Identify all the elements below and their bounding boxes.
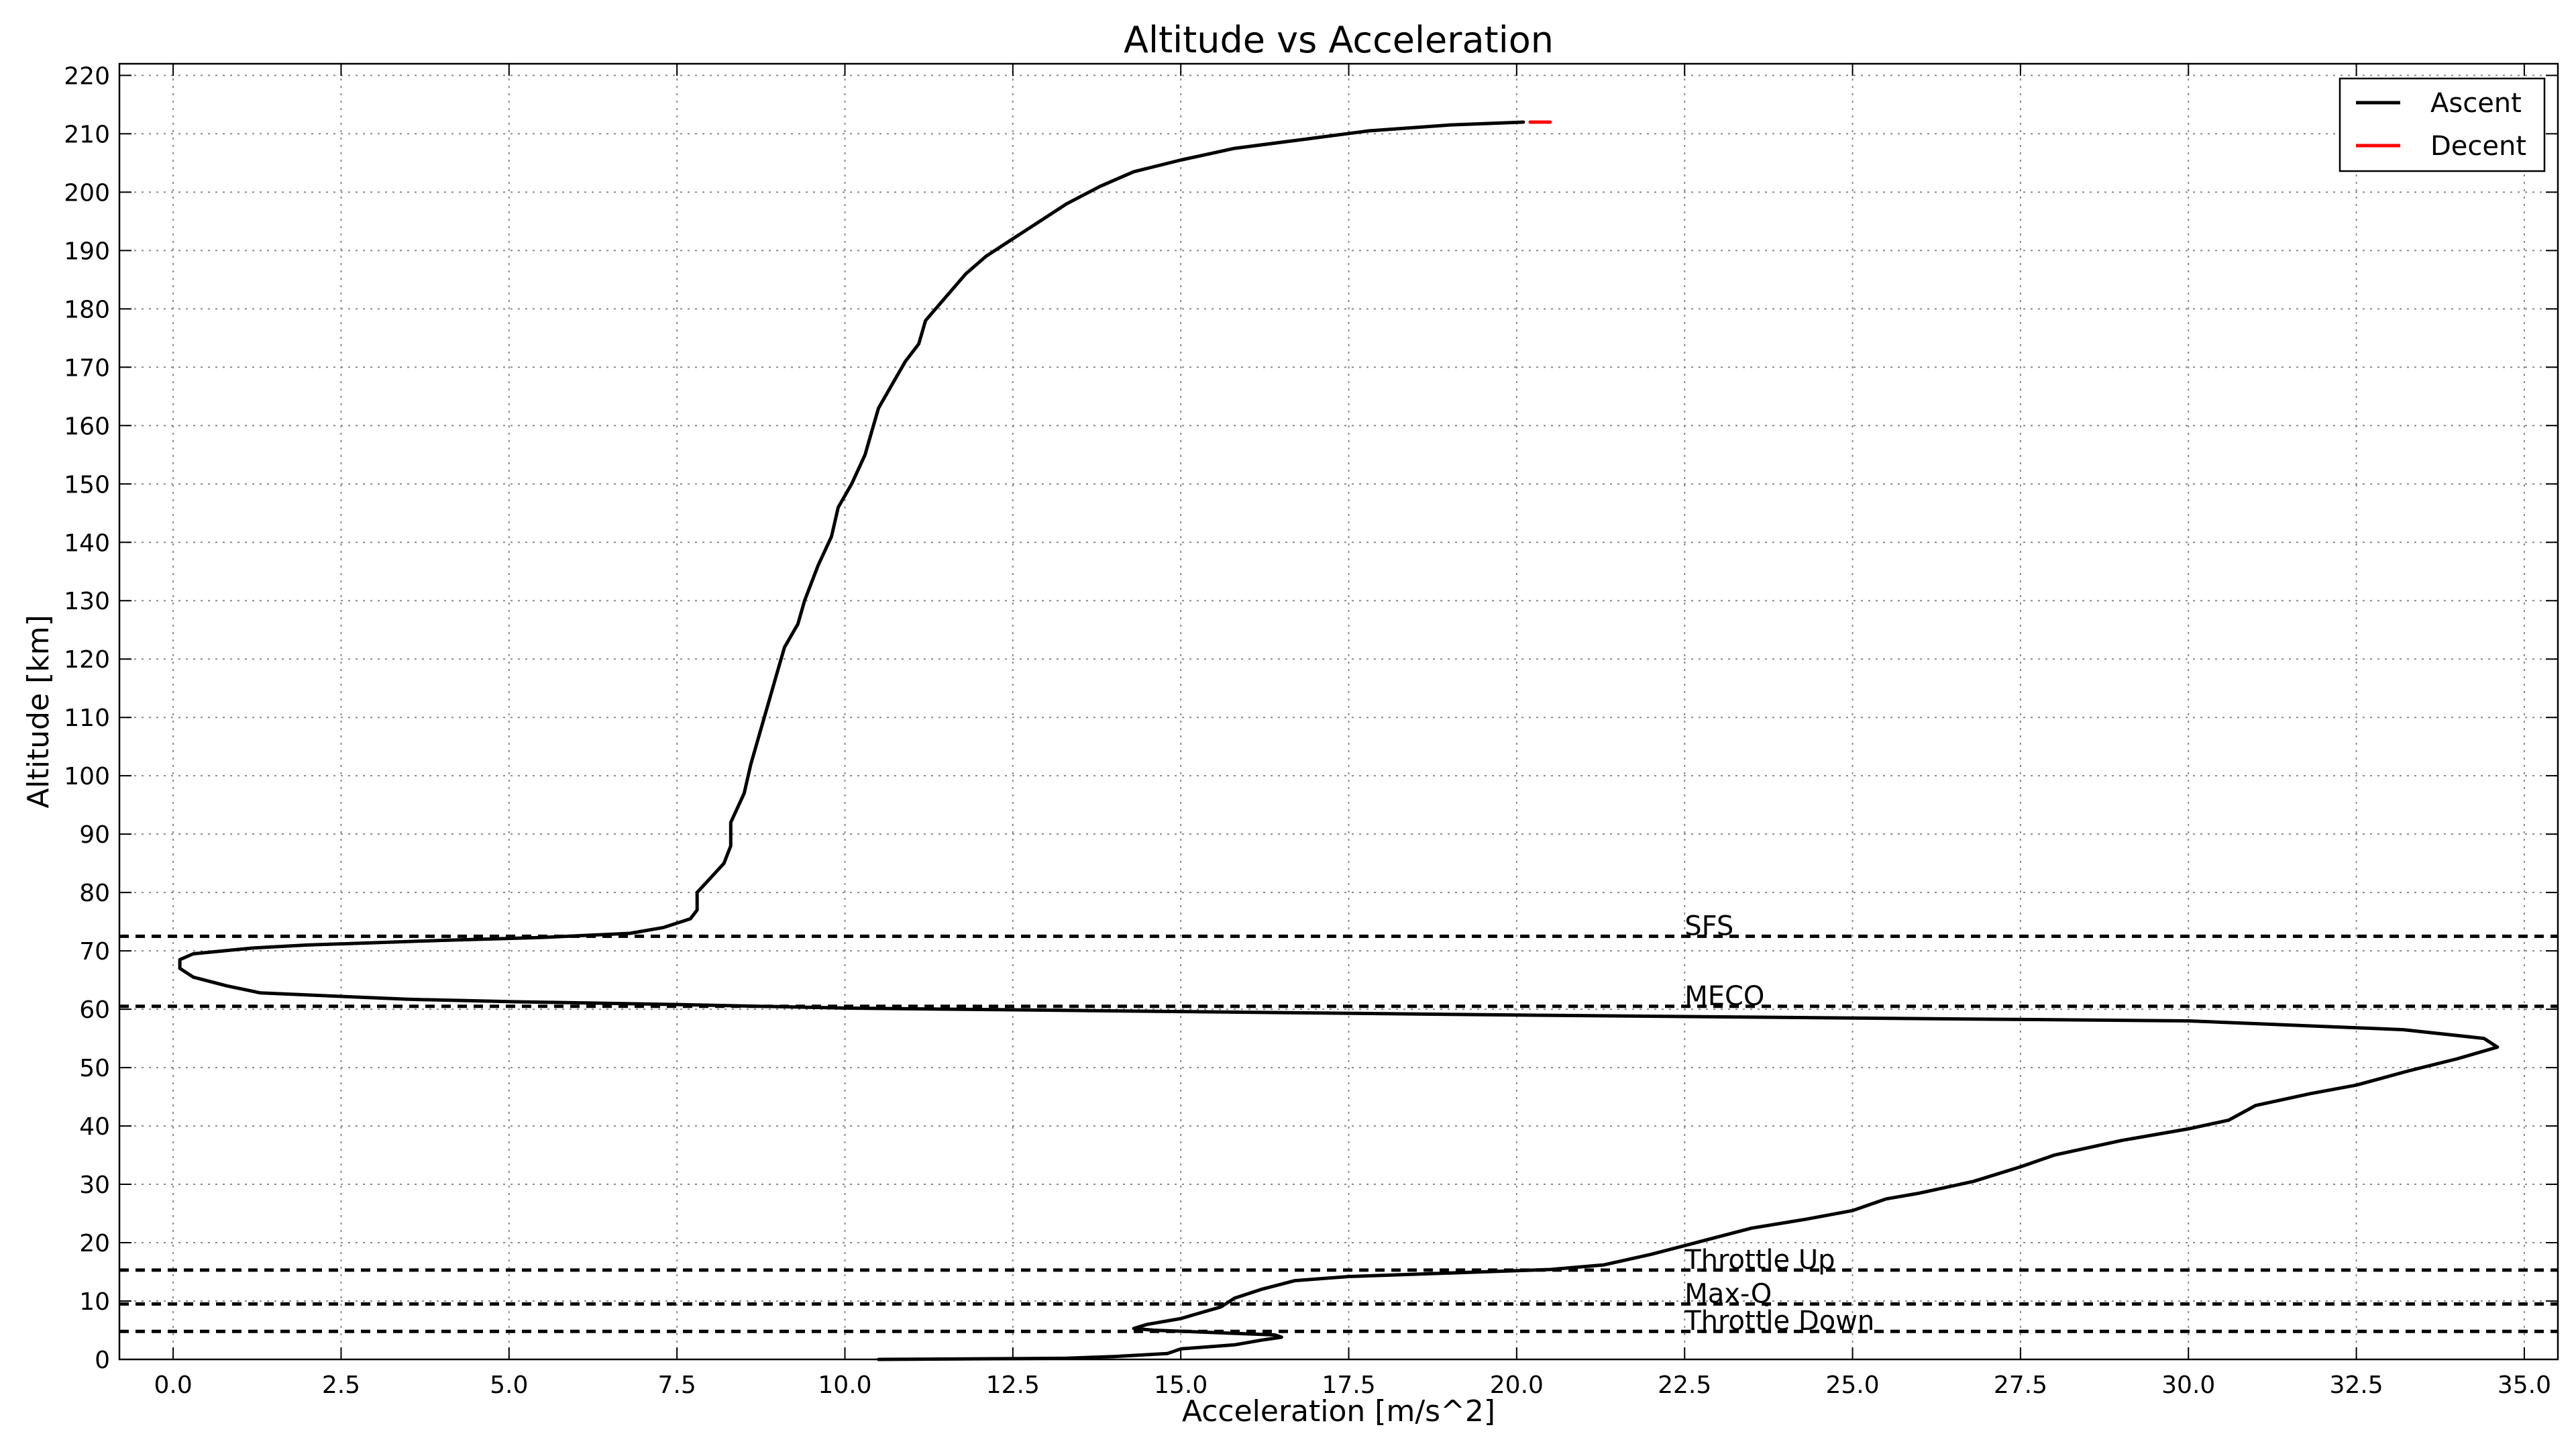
y-tick-label: 50 bbox=[79, 1055, 110, 1082]
x-tick-label: 10.0 bbox=[818, 1371, 871, 1399]
y-tick-label: 70 bbox=[79, 938, 110, 966]
y-tick-label: 160 bbox=[64, 413, 110, 440]
x-tick-label: 7.5 bbox=[658, 1371, 696, 1399]
y-tick-label: 210 bbox=[64, 121, 110, 148]
x-tick-label: 15.0 bbox=[1154, 1371, 1208, 1399]
event-label: Throttle Down bbox=[1684, 1306, 1874, 1337]
event-label: Throttle Up bbox=[1684, 1245, 1835, 1276]
y-tick-label: 100 bbox=[64, 763, 110, 790]
y-tick-label: 140 bbox=[64, 529, 110, 557]
y-tick-label: 80 bbox=[79, 880, 110, 907]
y-tick-label: 150 bbox=[64, 471, 110, 499]
y-tick-label: 120 bbox=[64, 646, 110, 674]
legend-box bbox=[2339, 77, 2546, 172]
y-tick-label: 220 bbox=[64, 62, 110, 90]
event-label: SFS bbox=[1684, 911, 1733, 941]
series-line bbox=[178, 120, 2500, 1361]
x-tick-label: 17.5 bbox=[1322, 1371, 1375, 1399]
y-tick-label: 190 bbox=[64, 238, 110, 265]
x-tick-label: 12.5 bbox=[986, 1371, 1040, 1399]
event-label: MECO bbox=[1684, 981, 1764, 1012]
x-tick-label: 30.0 bbox=[2161, 1371, 2215, 1399]
y-tick-label: 0 bbox=[95, 1347, 110, 1374]
y-tick-label: 90 bbox=[79, 821, 110, 849]
legend-label: Ascent bbox=[2430, 88, 2522, 119]
y-tick-label: 20 bbox=[79, 1230, 110, 1257]
x-axis-label: Acceleration [m/s^2] bbox=[1182, 1394, 1495, 1429]
tick-layer: 0.0 2.5 5.0 7.5 10.0 12.5 15.0 17.5 20.0 22.5 25.0… bbox=[64, 62, 2558, 1399]
y-axis-label: Altitude [km] bbox=[21, 615, 56, 809]
x-tick-label: 5.0 bbox=[490, 1371, 528, 1399]
y-tick-label: 130 bbox=[64, 588, 110, 615]
series-layer bbox=[178, 120, 2500, 1361]
y-tick-label: 200 bbox=[64, 179, 110, 207]
x-tick-label: 25.0 bbox=[1825, 1371, 1879, 1399]
x-tick-label: 20.0 bbox=[1490, 1371, 1544, 1399]
y-tick-label: 110 bbox=[64, 705, 110, 732]
x-tick-label: 27.5 bbox=[1994, 1371, 2047, 1399]
event-label: Max-Q bbox=[1684, 1278, 1772, 1309]
x-tick-label: 2.5 bbox=[322, 1371, 360, 1399]
y-tick-label: 30 bbox=[79, 1172, 110, 1199]
x-tick-label: 35.0 bbox=[2498, 1371, 2551, 1399]
y-tick-label: 40 bbox=[79, 1113, 110, 1141]
x-tick-label: 22.5 bbox=[1658, 1371, 1711, 1399]
chart-title: Altitude vs Acceleration bbox=[1124, 19, 1554, 61]
legend: Ascent Decent bbox=[2339, 77, 2546, 172]
y-tick-label: 10 bbox=[79, 1288, 110, 1316]
plot-frame bbox=[118, 62, 2559, 1361]
x-tick-label: 32.5 bbox=[2330, 1371, 2383, 1399]
y-tick-label: 170 bbox=[64, 354, 110, 382]
y-tick-label: 60 bbox=[79, 996, 110, 1024]
x-tick-label: 0.0 bbox=[154, 1371, 192, 1399]
legend-label: Decent bbox=[2430, 131, 2526, 162]
y-tick-label: 180 bbox=[64, 296, 110, 323]
